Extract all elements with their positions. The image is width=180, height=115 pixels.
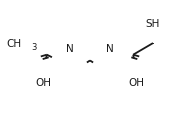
Text: N: N (66, 43, 74, 53)
Text: N: N (106, 43, 114, 53)
Text: 3: 3 (31, 43, 37, 52)
Text: OH: OH (129, 77, 145, 87)
Text: SH: SH (146, 19, 160, 29)
Text: CH: CH (6, 39, 22, 49)
Text: OH: OH (35, 77, 51, 87)
